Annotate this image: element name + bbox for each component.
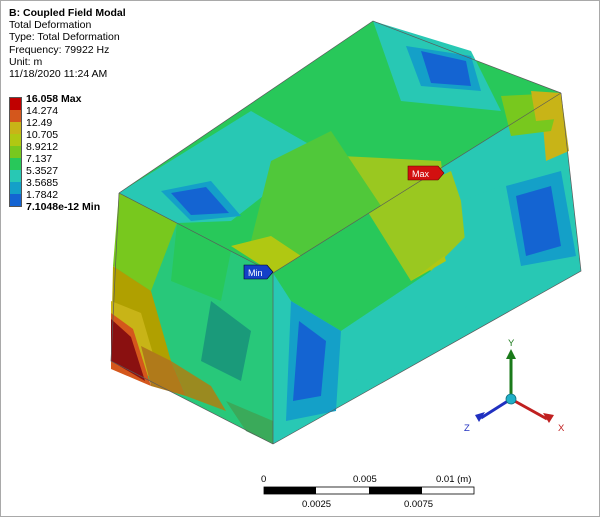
- coordinate-triad[interactable]: Y X Z: [464, 338, 565, 434]
- legend-band-7: [10, 170, 21, 182]
- scale-bar: 0 0.005 0.01 (m) 0.0025 0.0075: [261, 474, 475, 510]
- result-line-2: Type: Total Deformation: [9, 31, 120, 44]
- scale-label-001: 0.01 (m): [436, 474, 471, 485]
- legend-label: 1.7842: [26, 189, 59, 201]
- legend-label: 3.5685: [26, 177, 59, 189]
- model-top-face: [119, 21, 561, 281]
- legend-band-3: [10, 122, 21, 134]
- legend-band-9: [10, 194, 21, 206]
- result-line-3: Frequency: 79922 Hz: [9, 43, 110, 56]
- axis-y-label: Y: [508, 338, 515, 349]
- result-header: B: Coupled Field Modal Total Deformation…: [9, 7, 126, 80]
- legend-label: 12.49: [26, 117, 53, 129]
- model-edges: [110, 20, 582, 445]
- legend-band-1: [10, 98, 21, 110]
- legend-label: 14.274: [26, 105, 59, 117]
- axis-x-label: X: [558, 423, 565, 434]
- legend-band-6: [10, 158, 21, 170]
- min-probe-text: Min: [248, 268, 263, 278]
- legend-color-bar: [9, 97, 22, 207]
- legend-band-4: [10, 134, 21, 146]
- legend-label: 7.137: [26, 153, 53, 165]
- legend-label: 5.3527: [26, 165, 59, 177]
- legend-band-2: [10, 110, 21, 122]
- result-line-1: Total Deformation: [9, 19, 92, 32]
- legend-band-5: [10, 146, 21, 158]
- scale-label-00025: 0.0025: [302, 499, 331, 510]
- max-probe-text: Max: [412, 169, 430, 179]
- legend-labels: 16.058 Max 14.274 12.49 10.705 8.9212 7.…: [26, 93, 100, 213]
- result-line-4: Unit: m: [9, 55, 43, 68]
- result-line-5: 11/18/2020 11:24 AM: [9, 68, 108, 81]
- legend-label: 10.705: [26, 129, 59, 141]
- scale-label-00075: 0.0075: [404, 499, 433, 510]
- legend-band-8: [10, 182, 21, 194]
- scale-label-0005: 0.005: [353, 474, 377, 485]
- axis-z-label: Z: [464, 423, 470, 434]
- legend-label: 8.9212: [26, 141, 59, 153]
- scale-label-0: 0: [261, 474, 266, 485]
- result-title: B: Coupled Field Modal: [9, 7, 126, 19]
- min-probe-label[interactable]: Min: [243, 264, 274, 280]
- legend-label-min: 7.1048e-12 Min: [26, 201, 101, 213]
- max-probe-label[interactable]: Max: [407, 165, 445, 181]
- legend-label-max: 16.058 Max: [26, 93, 82, 105]
